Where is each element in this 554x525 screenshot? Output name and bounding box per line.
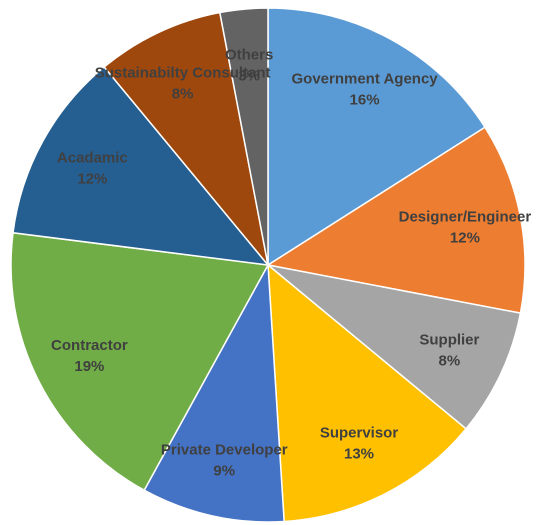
pie-slice [267,264,522,430]
slice-label: Acadamic [57,149,128,166]
slice-label: Supplier [419,331,479,348]
slice-label: Sustainabilty Consultant [95,65,271,82]
slice-label: Designer/Engineer [399,208,532,225]
slice-label: Contractor [51,337,128,354]
slice-value-label: 9% [213,463,235,480]
slice-value-label: 12% [450,229,480,246]
slice-value-label: 12% [77,170,107,187]
pie-slice [265,126,526,315]
slice-value-label: 13% [344,446,374,463]
slice-value-label: 8% [172,86,194,103]
slice-label: Others [225,46,273,63]
pie-slice [10,231,270,492]
pie-slice [267,7,487,267]
slice-label: Private Developer [161,442,288,459]
slice-value-label: 19% [74,358,104,375]
slice-label: Supervisor [320,425,399,442]
pie-slice [103,11,269,266]
slice-value-label: 16% [350,91,380,108]
pie-slice [218,7,269,266]
pie-slice [267,263,468,523]
pie-slice [143,262,285,523]
pie-slice [12,65,270,266]
slice-label: Government Agency [291,70,438,87]
slice-value-label: 3% [238,67,260,84]
slice-value-label: 8% [439,352,461,369]
